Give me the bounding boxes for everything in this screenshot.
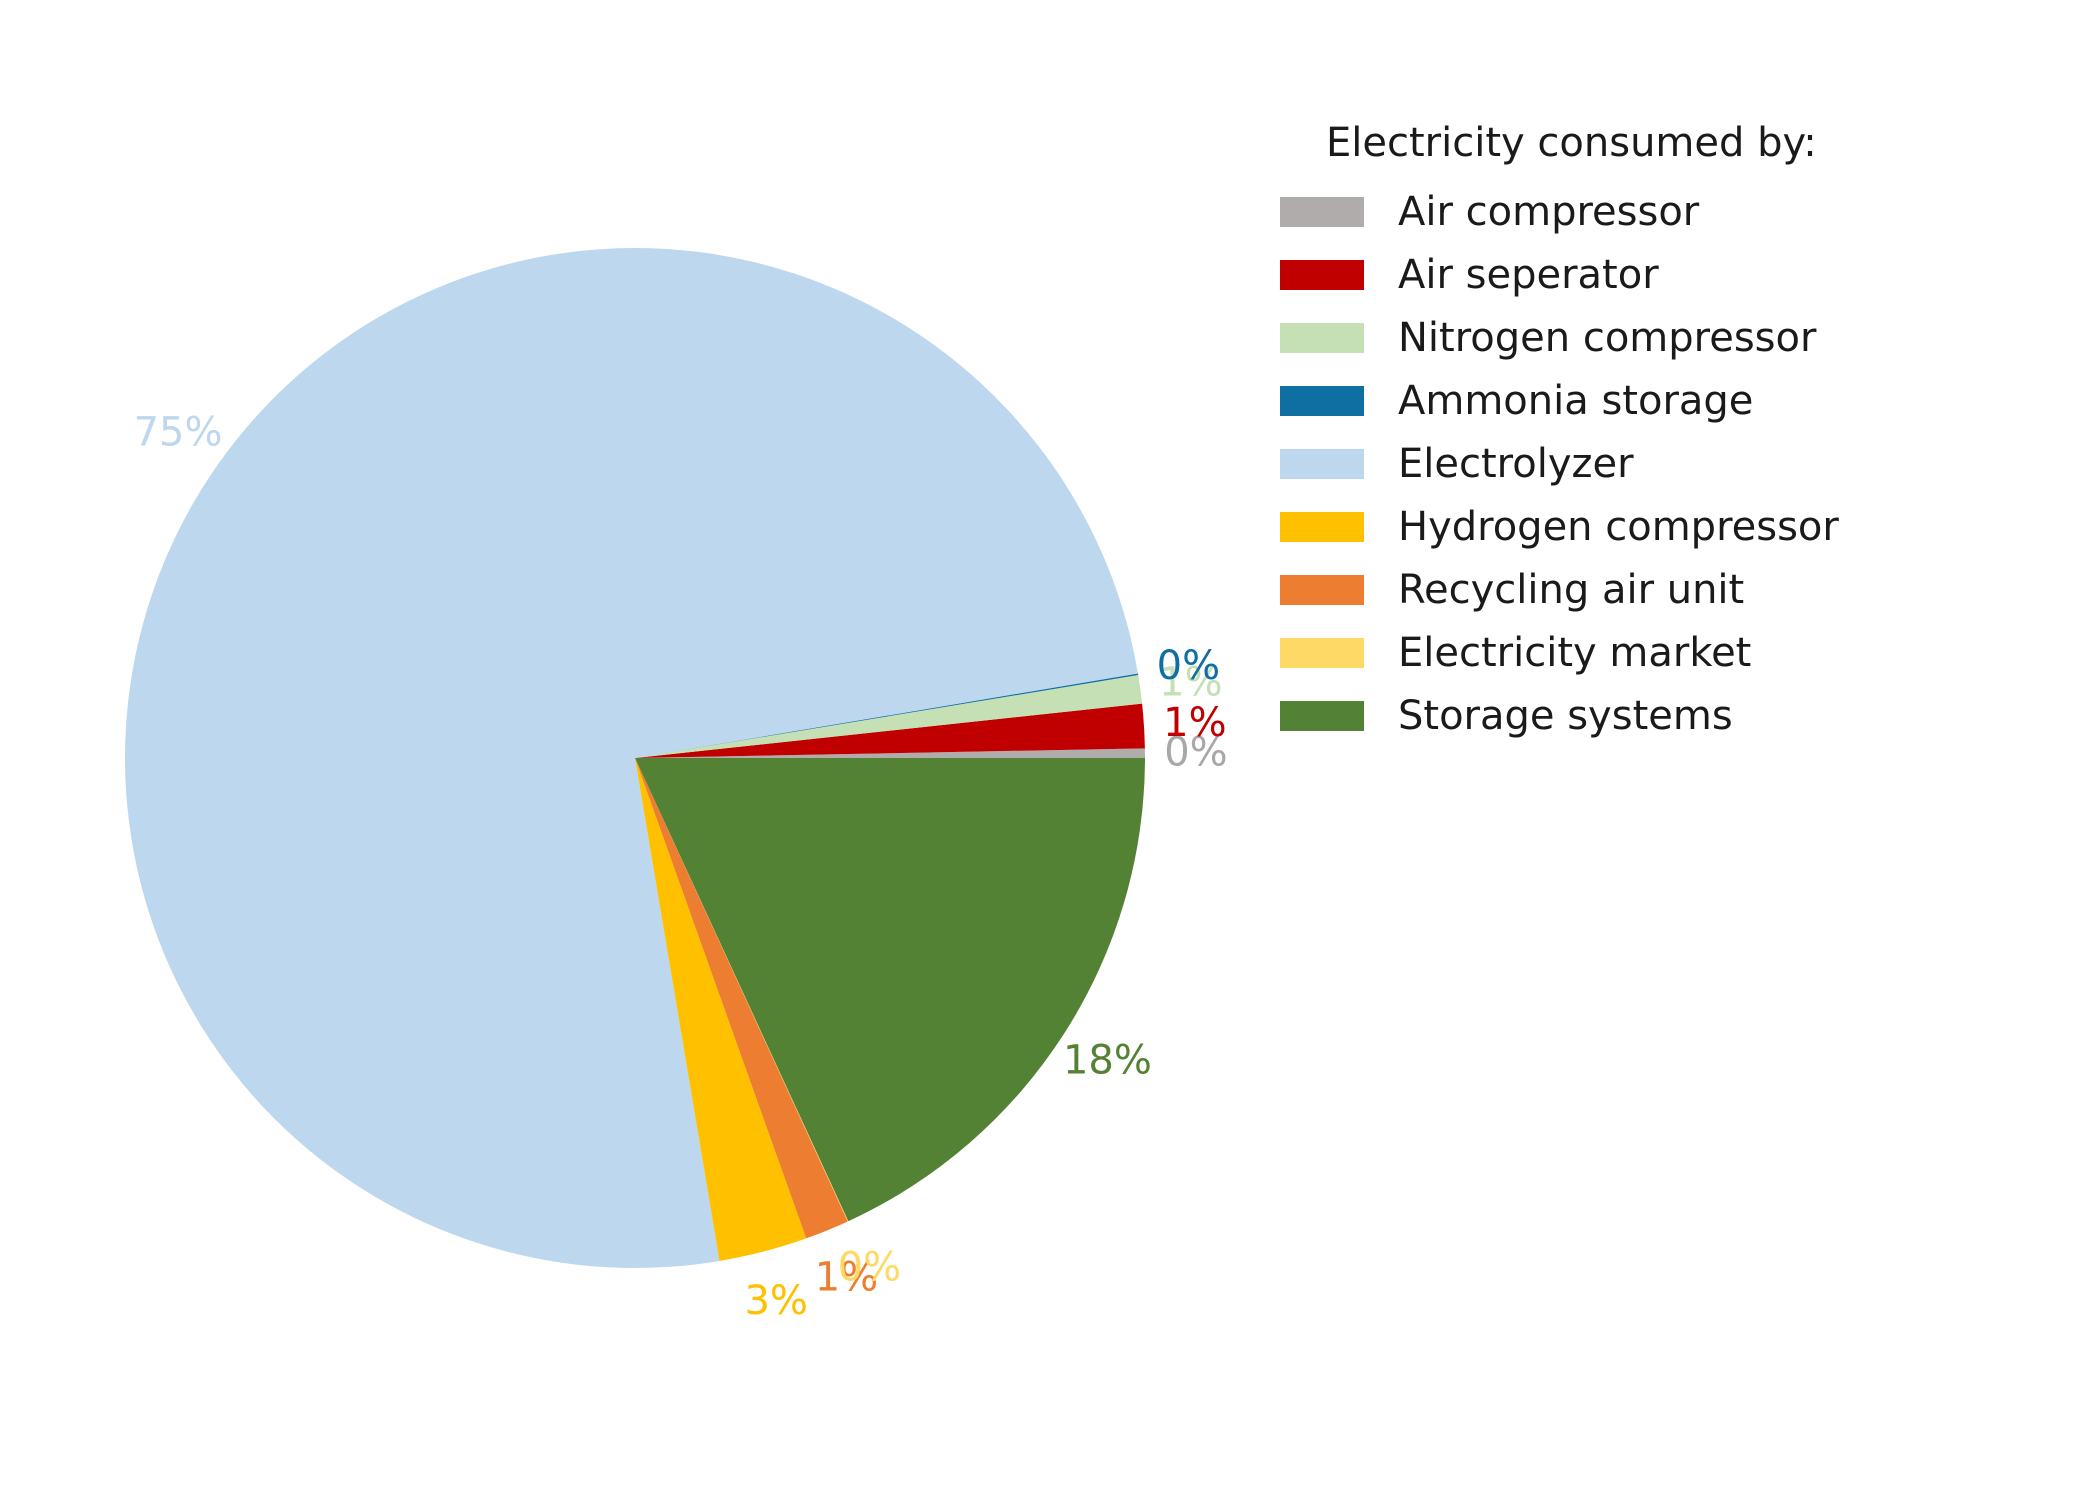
- legend-swatch: [1280, 637, 1364, 668]
- percent-label-1: 1%: [1163, 700, 1226, 746]
- pie-slice-2: [635, 675, 1143, 758]
- legend-title: Electricity consumed by:: [1326, 120, 1817, 166]
- legend-swatch: [1280, 448, 1364, 479]
- legend-swatch: [1280, 259, 1364, 290]
- legend-label: Recycling air unit: [1398, 566, 1745, 613]
- legend-swatch: [1280, 385, 1364, 416]
- legend-swatch: [1280, 322, 1364, 353]
- legend-swatch: [1280, 700, 1364, 731]
- legend-label: Air seperator: [1398, 251, 1659, 298]
- legend: Electricity consumed by: Air compressor A…: [1280, 118, 1980, 747]
- legend-swatch: [1280, 196, 1364, 227]
- legend-label: Storage systems: [1398, 692, 1733, 739]
- pie-percent-labels: 0%1%1%0%75%3%1%0%18%: [134, 410, 1228, 1324]
- pie-slice-3: [635, 673, 1139, 758]
- percent-label-4: 75%: [134, 410, 223, 456]
- pie-slice-5: [635, 758, 807, 1261]
- percent-label-5: 3%: [744, 1278, 807, 1324]
- legend-item: Recycling air unit: [1280, 558, 1980, 621]
- legend-label: Electrolyzer: [1398, 440, 1634, 487]
- legend-item: Electrolyzer: [1280, 432, 1980, 495]
- percent-label-0: 0%: [1164, 730, 1227, 776]
- legend-swatch: [1280, 574, 1364, 605]
- legend-label: Ammonia storage: [1398, 377, 1754, 424]
- legend-label: Electricity market: [1398, 629, 1752, 676]
- pie-slice-4: [125, 248, 1138, 1269]
- pie-slice-1: [635, 703, 1145, 758]
- pie-slice-8: [635, 758, 1145, 1222]
- percent-label-7: 0%: [838, 1245, 901, 1291]
- legend-item: Hydrogen compressor: [1280, 495, 1980, 558]
- legend-item: Air seperator: [1280, 243, 1980, 306]
- percent-label-3: 0%: [1157, 643, 1220, 689]
- percent-label-8: 18%: [1063, 1038, 1152, 1084]
- legend-item: Nitrogen compressor: [1280, 306, 1980, 369]
- legend-item: Storage systems: [1280, 684, 1980, 747]
- legend-items: Air compressor Air seperator Nitrogen comp…: [1280, 180, 1980, 747]
- legend-item: Air compressor: [1280, 180, 1980, 243]
- percent-label-2: 1%: [1159, 659, 1222, 705]
- pie-slice-6: [635, 758, 848, 1239]
- percent-label-6: 1%: [815, 1255, 878, 1301]
- legend-label: Air compressor: [1398, 188, 1700, 235]
- pie-slice-0: [635, 748, 1145, 758]
- pie-slices: [125, 248, 1145, 1269]
- pie-slice-7: [635, 758, 849, 1222]
- legend-item: Ammonia storage: [1280, 369, 1980, 432]
- legend-item: Electricity market: [1280, 621, 1980, 684]
- legend-label: Nitrogen compressor: [1398, 314, 1817, 361]
- legend-swatch: [1280, 511, 1364, 542]
- legend-label: Hydrogen compressor: [1398, 503, 1839, 550]
